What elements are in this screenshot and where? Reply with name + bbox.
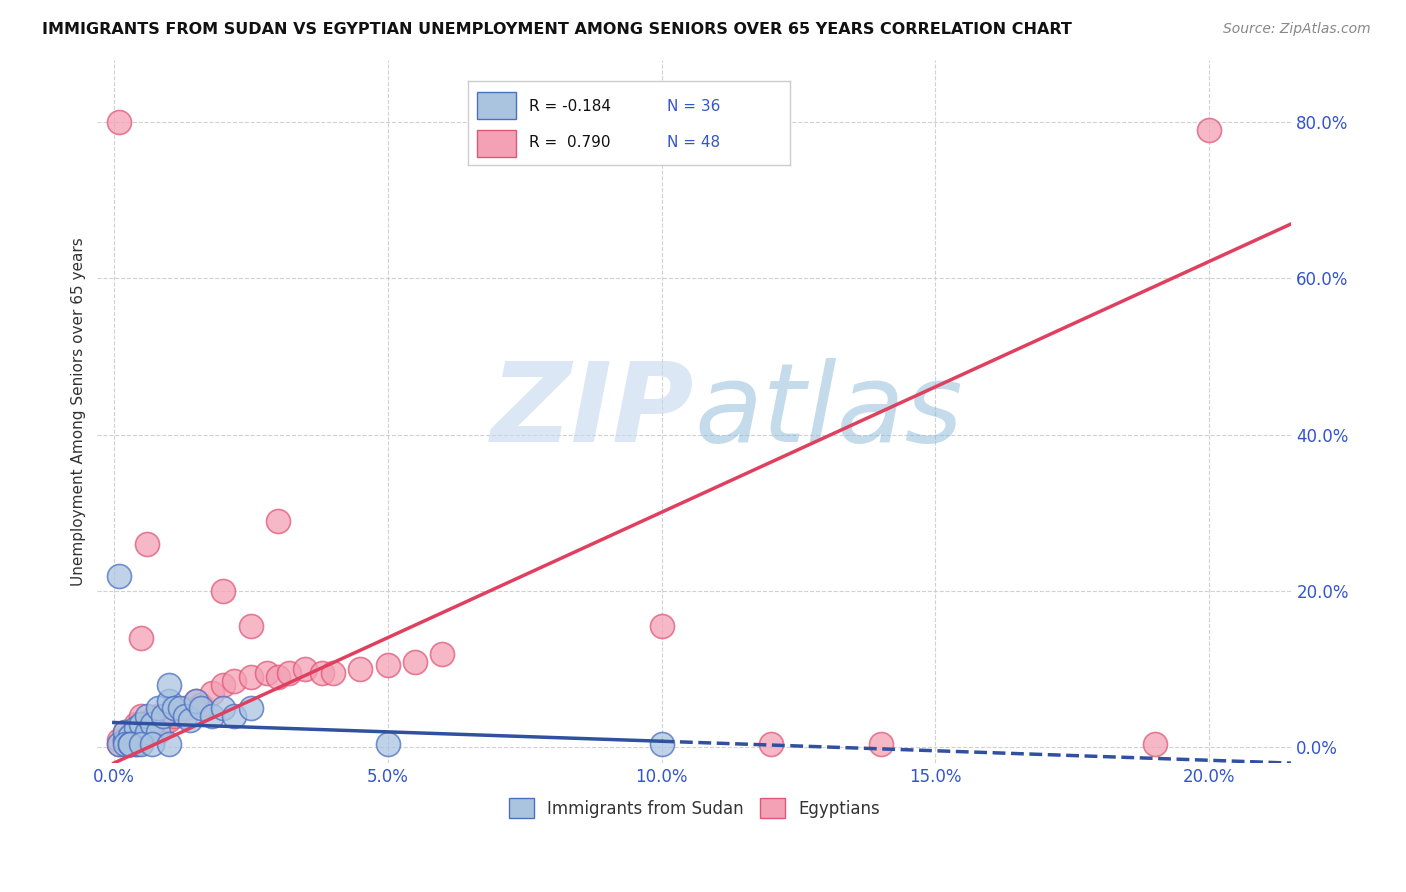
Point <box>146 709 169 723</box>
Point <box>404 655 426 669</box>
Point <box>349 662 371 676</box>
Text: IMMIGRANTS FROM SUDAN VS EGYPTIAN UNEMPLOYMENT AMONG SENIORS OVER 65 YEARS CORRE: IMMIGRANTS FROM SUDAN VS EGYPTIAN UNEMPL… <box>42 22 1071 37</box>
Point <box>108 732 131 747</box>
Point <box>212 701 235 715</box>
Point <box>120 737 142 751</box>
Point <box>125 737 148 751</box>
Point <box>146 701 169 715</box>
Point <box>141 717 163 731</box>
Point <box>152 717 174 731</box>
Point <box>129 724 152 739</box>
Point <box>120 729 142 743</box>
Point <box>212 678 235 692</box>
Point <box>432 647 454 661</box>
Point <box>125 732 148 747</box>
Point <box>157 713 180 727</box>
Point <box>224 674 246 689</box>
Point <box>125 721 148 735</box>
Point <box>201 709 224 723</box>
Point <box>278 666 301 681</box>
Point <box>152 709 174 723</box>
Point <box>651 737 673 751</box>
Point <box>174 701 197 715</box>
Point <box>157 693 180 707</box>
Point <box>120 737 142 751</box>
Point <box>114 737 136 751</box>
Point <box>120 737 142 751</box>
Point <box>179 713 201 727</box>
Point <box>157 678 180 692</box>
Y-axis label: Unemployment Among Seniors over 65 years: Unemployment Among Seniors over 65 years <box>72 237 86 586</box>
Point <box>146 724 169 739</box>
Point <box>322 666 344 681</box>
Point <box>135 724 157 739</box>
Point <box>759 737 782 751</box>
Point <box>114 724 136 739</box>
Point <box>1198 123 1220 137</box>
Point <box>184 693 207 707</box>
Point <box>163 701 186 715</box>
Point <box>114 732 136 747</box>
Point <box>135 709 157 723</box>
Point <box>239 701 262 715</box>
Point <box>869 737 891 751</box>
Point <box>267 514 290 528</box>
Legend: Immigrants from Sudan, Egyptians: Immigrants from Sudan, Egyptians <box>502 791 887 825</box>
Point <box>212 584 235 599</box>
Point <box>239 670 262 684</box>
Point <box>108 568 131 582</box>
Point <box>1143 737 1166 751</box>
Text: ZIP: ZIP <box>491 358 695 465</box>
Point <box>651 619 673 633</box>
Point <box>120 737 142 751</box>
Point <box>141 737 163 751</box>
Point <box>190 698 212 712</box>
Text: Source: ZipAtlas.com: Source: ZipAtlas.com <box>1223 22 1371 37</box>
Point <box>108 737 131 751</box>
Point <box>125 717 148 731</box>
Point <box>311 666 333 681</box>
Point <box>135 717 157 731</box>
Point <box>190 701 212 715</box>
Point <box>256 666 278 681</box>
Point <box>267 670 290 684</box>
Point <box>157 737 180 751</box>
Point <box>174 709 197 723</box>
Point <box>294 662 316 676</box>
Text: atlas: atlas <box>695 358 963 465</box>
Point <box>120 729 142 743</box>
Point <box>224 709 246 723</box>
Point <box>108 115 131 129</box>
Point <box>129 737 152 751</box>
Point <box>129 631 152 645</box>
Point <box>108 737 131 751</box>
Point <box>184 693 207 707</box>
Point <box>135 537 157 551</box>
Point <box>114 724 136 739</box>
Point <box>129 717 152 731</box>
Point <box>141 721 163 735</box>
Point <box>377 737 399 751</box>
Point <box>239 619 262 633</box>
Point <box>114 732 136 747</box>
Point <box>377 658 399 673</box>
Point <box>129 709 152 723</box>
Point <box>120 737 142 751</box>
Point <box>169 701 191 715</box>
Point <box>169 706 191 720</box>
Point <box>163 709 186 723</box>
Point <box>125 737 148 751</box>
Point <box>129 732 152 747</box>
Point <box>141 713 163 727</box>
Point <box>201 686 224 700</box>
